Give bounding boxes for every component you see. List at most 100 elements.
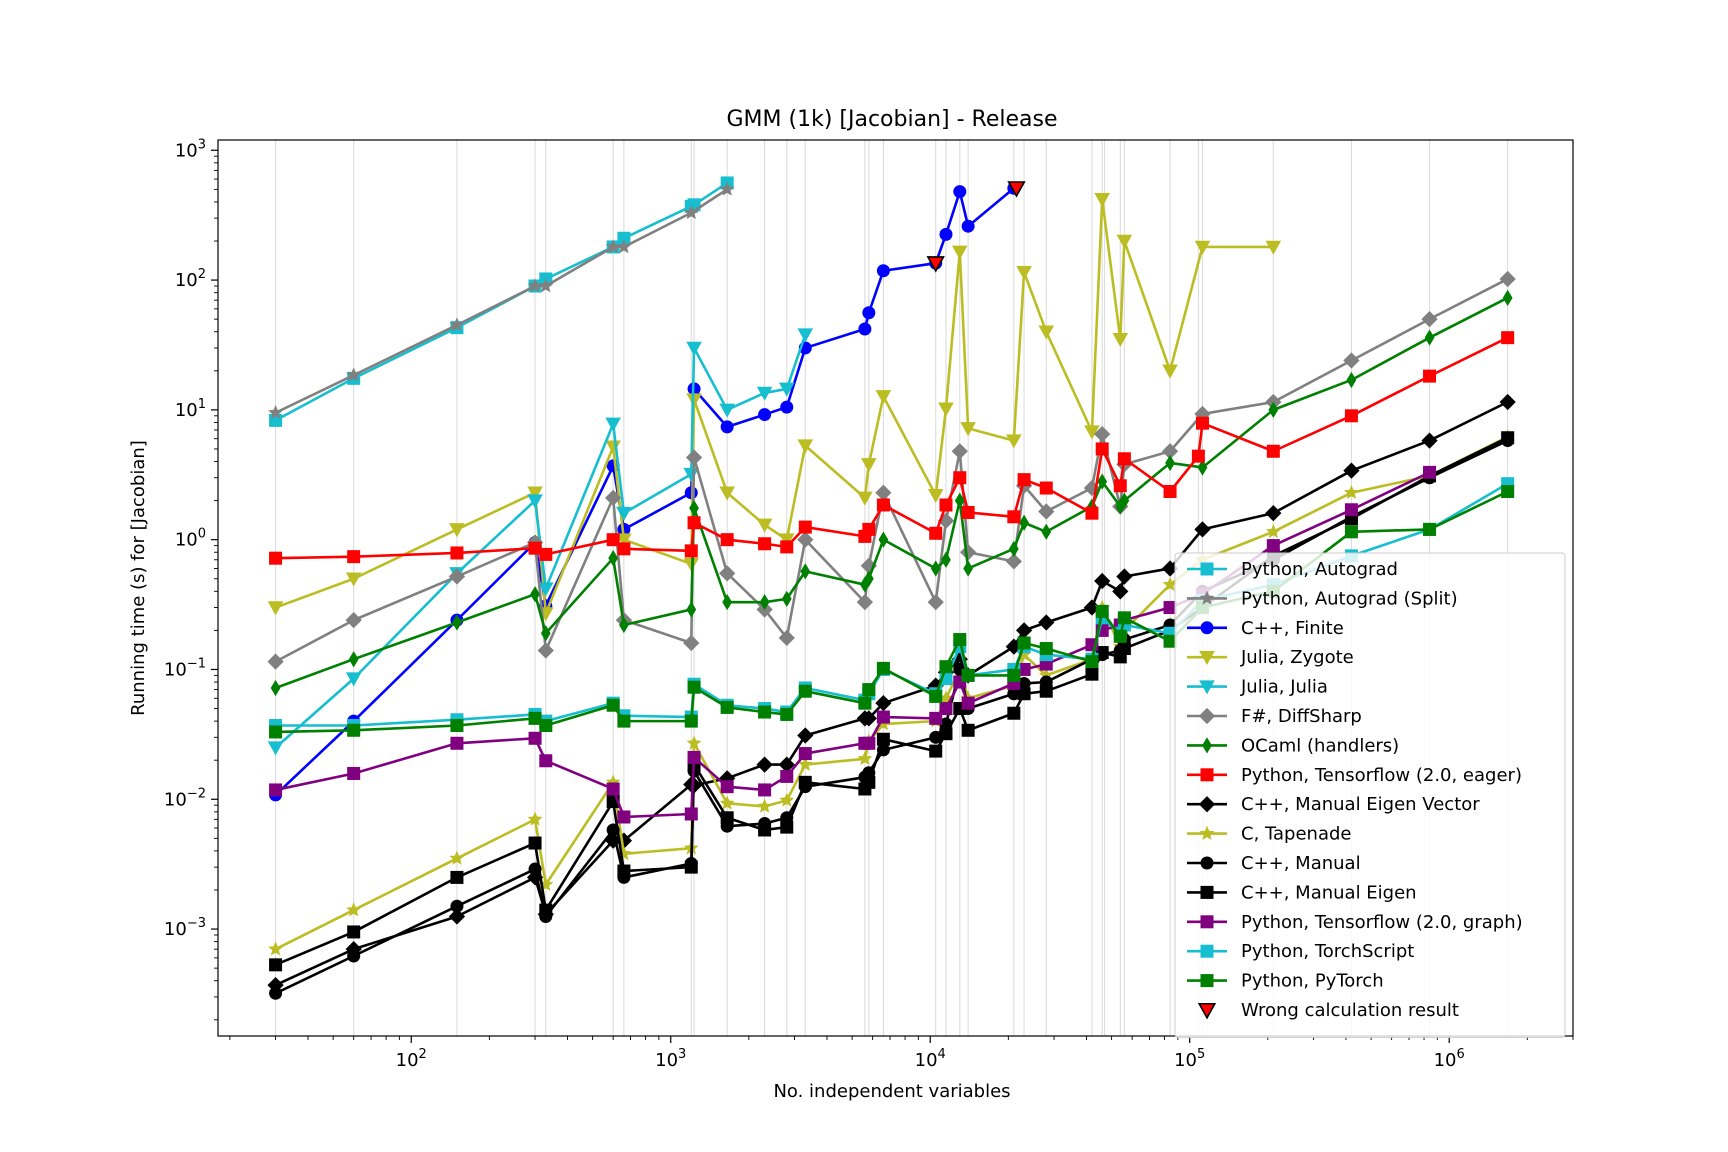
legend-entry: C, Tapenade <box>1187 824 1352 845</box>
data-point <box>875 695 892 712</box>
legend-label: Julia, Zygote <box>1240 647 1354 668</box>
legend-label: C++, Manual <box>1241 853 1361 874</box>
y-tick-label: 10−2 <box>164 786 206 810</box>
data-point <box>347 550 361 564</box>
data-point <box>1007 687 1021 701</box>
legend-entry: Python, Tensorflow (2.0, graph) <box>1187 912 1523 933</box>
plot-frame <box>217 139 1574 1037</box>
series-line <box>275 197 1274 615</box>
data-point <box>1094 572 1111 590</box>
data-point <box>539 719 553 733</box>
data-point <box>347 723 361 737</box>
data-point <box>875 390 892 405</box>
data-point <box>722 594 733 611</box>
data-point <box>953 185 967 199</box>
y-tick-label: 102 <box>175 267 206 291</box>
data-point <box>1039 642 1053 656</box>
data-point <box>756 518 773 533</box>
data-point <box>798 775 812 789</box>
data-point <box>1344 484 1359 500</box>
data-point <box>684 807 698 821</box>
legend-label: C++, Manual Eigen Vector <box>1241 794 1480 815</box>
data-point <box>759 594 770 611</box>
legend-label: Python, TorchScript <box>1241 941 1414 962</box>
series-11 <box>269 431 1515 972</box>
legend-label: OCaml (handlers) <box>1241 735 1399 756</box>
data-point <box>687 680 701 694</box>
data-point <box>617 714 631 728</box>
data-point <box>1162 576 1178 591</box>
data-point <box>780 769 794 783</box>
data-point <box>1006 434 1022 449</box>
data-point <box>1097 473 1108 490</box>
data-point <box>1008 540 1019 557</box>
data-point <box>757 798 773 813</box>
legend-label: Python, Tensorflow (2.0, graph) <box>1241 912 1523 933</box>
data-point <box>758 408 772 422</box>
data-point <box>1039 684 1053 698</box>
legend-entry: Python, PyTorch <box>1187 971 1384 992</box>
data-point <box>1421 311 1438 328</box>
data-point <box>1423 465 1437 479</box>
data-point <box>1117 611 1131 625</box>
data-point <box>605 239 621 254</box>
data-point <box>346 367 362 382</box>
data-point <box>876 498 890 512</box>
data-point <box>1162 364 1178 379</box>
legend-swatch-marker <box>1200 885 1214 899</box>
data-point <box>1344 409 1358 423</box>
data-point <box>450 736 464 750</box>
data-point <box>939 727 953 741</box>
data-point <box>1343 352 1360 369</box>
data-point <box>268 404 283 420</box>
data-point <box>876 710 890 724</box>
data-point <box>1116 234 1133 249</box>
data-point <box>267 741 284 756</box>
legend-swatch-marker <box>1202 737 1212 754</box>
data-point <box>961 219 975 233</box>
data-point <box>960 544 977 561</box>
data-point <box>528 731 542 745</box>
y-tick-label: 10−1 <box>164 656 206 680</box>
data-point <box>1085 506 1099 520</box>
data-point <box>1094 192 1110 207</box>
data-point <box>953 633 967 647</box>
data-point <box>926 256 945 273</box>
data-point <box>1423 522 1437 536</box>
legend-swatch-marker <box>1200 856 1214 870</box>
data-point <box>269 783 283 797</box>
data-point <box>1007 668 1021 682</box>
data-point <box>951 443 968 460</box>
y-axis-ticks: 10−3 10−2 10−1 100 101 102 103 <box>164 137 218 1021</box>
data-point <box>927 594 944 611</box>
legend-label: Wrong calculation result <box>1241 1000 1459 1021</box>
data-point <box>863 570 874 587</box>
data-point <box>528 541 542 555</box>
x-tick-label: 106 <box>1434 1047 1465 1071</box>
data-point <box>1038 614 1055 631</box>
data-point <box>719 795 735 810</box>
data-point <box>527 486 543 501</box>
data-point <box>1163 485 1177 499</box>
data-point <box>539 547 553 561</box>
data-point <box>780 820 794 834</box>
y-axis-label: Running time (s) for [Jacobian] <box>128 440 149 716</box>
legend-swatch-marker <box>1198 707 1216 725</box>
legend-swatch-marker <box>1200 974 1214 988</box>
x-tick-label: 102 <box>396 1047 427 1071</box>
data-point <box>528 711 542 725</box>
legend-entry: Python, TorchScript <box>1187 941 1414 962</box>
data-point <box>450 899 464 913</box>
data-point <box>450 870 464 884</box>
data-point <box>1265 523 1281 539</box>
legend-label: C, Tapenade <box>1241 824 1352 845</box>
data-point <box>719 181 735 196</box>
legend-entry: Python, Autograd (Split) <box>1187 588 1458 609</box>
data-point <box>939 498 953 512</box>
data-point <box>269 958 283 972</box>
data-point <box>858 696 872 710</box>
data-point <box>862 306 876 320</box>
data-point <box>1085 655 1099 669</box>
data-point <box>797 531 814 548</box>
data-point <box>537 642 554 659</box>
